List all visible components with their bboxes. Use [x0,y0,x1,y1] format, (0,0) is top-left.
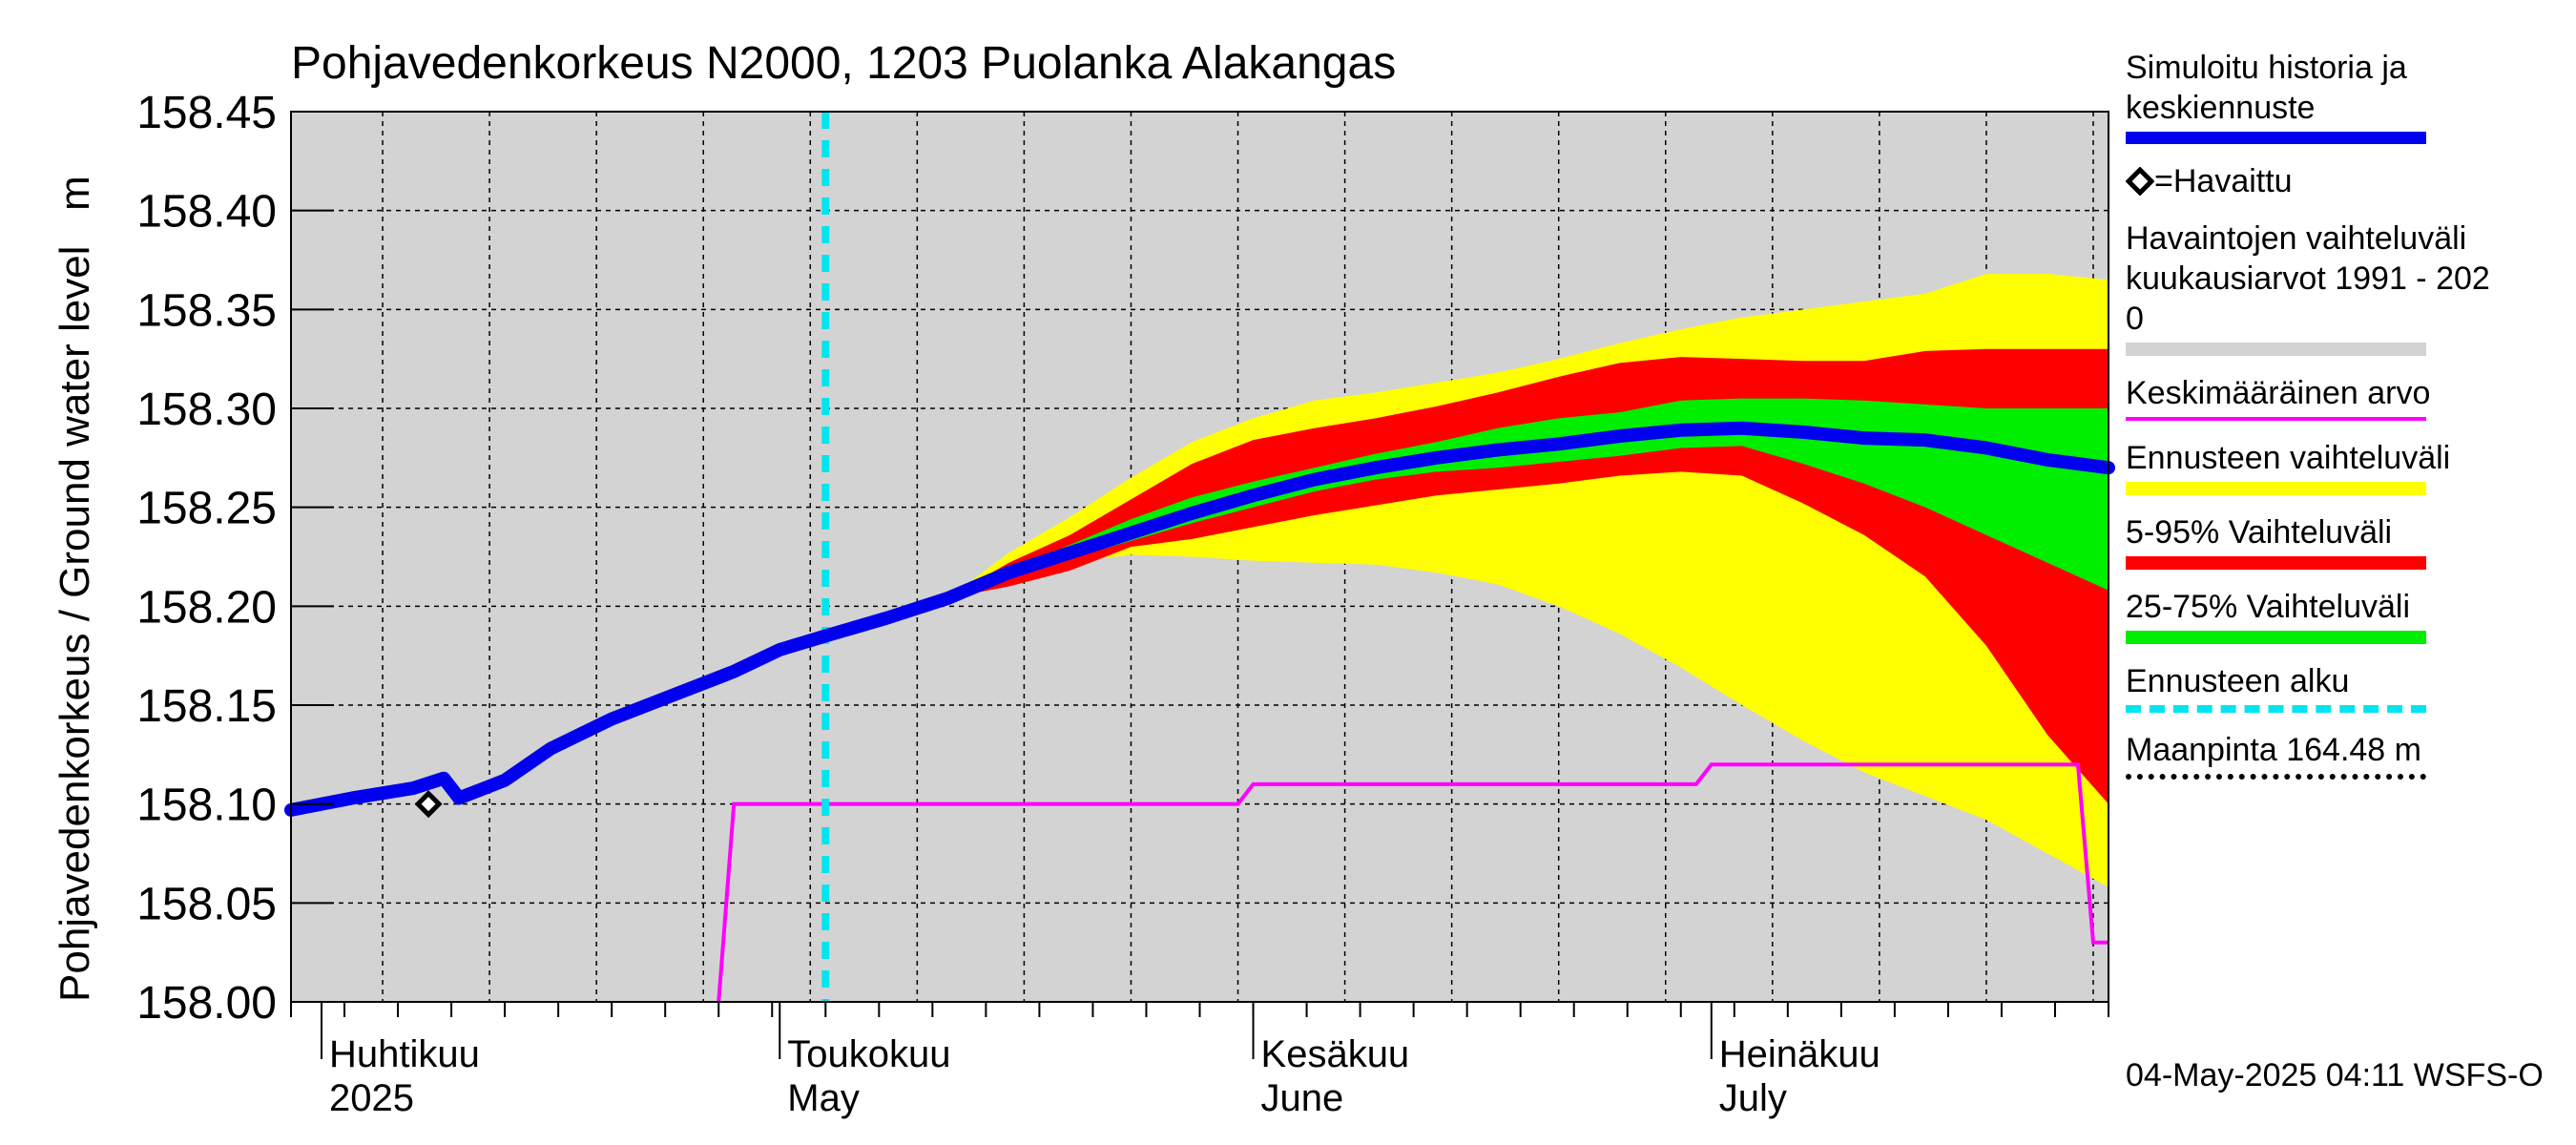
x-month-label-fi: Kesäkuu [1261,1033,1410,1075]
legend-item: Ennusteen vaihteluväli [2126,438,2565,495]
x-month-label-en: June [1261,1077,1344,1119]
y-tick-label: 158.25 [136,484,277,534]
y-tick-label: 158.45 [136,88,277,138]
y-tick-label: 158.05 [136,879,277,929]
legend-item: 25-75% Vaihteluväli [2126,587,2565,644]
legend-item: =Havaittu [2126,161,2565,201]
legend-label: Havaintojen vaihteluväli kuukausiarvot 1… [2126,220,2490,337]
legend-label: Keskimääräinen arvo [2126,375,2431,411]
legend-label: 5-95% Vaihteluväli [2126,514,2393,551]
legend-diamond [2126,167,2154,196]
y-tick-label: 158.35 [136,285,277,336]
x-month-label-en: July [1719,1077,1787,1119]
band-25-75 [1008,398,2109,591]
y-axis: 158.45 158.40 158.35 158.30 158.25 158.20 158.… [136,88,334,1029]
legend-swatch [2126,417,2426,421]
legend-label: Simuloitu historia ja keskiennuste [2126,50,2407,126]
timestamp: 04-May-2025 04:11 WSFS-O [2126,1057,2544,1093]
y-tick-label: 158.00 [136,978,277,1029]
y-axis-label: Pohjavedenkorkeus / Ground water level m [52,176,98,1002]
legend-marker-icon [2126,167,2154,196]
observed-point [414,790,443,819]
mean-value-line [717,762,2109,1003]
legend-label: Ennusteen alku [2126,663,2350,699]
y-tick-label: 158.20 [136,582,277,633]
legend-label: Maanpinta 164.48 m [2126,732,2421,768]
legend-item: Maanpinta 164.48 m [2126,730,2565,780]
simulated-mean-line [284,421,2115,817]
legend-item: Simuloitu historia ja keskiennuste [2126,48,2565,144]
chart-title: Pohjavedenkorkeus N2000, 1203 Puolanka A… [291,38,1396,89]
x-month-label-en: May [787,1077,860,1119]
y-tick-label: 158.40 [136,187,277,238]
legend-label: Ennusteen vaihteluväli [2126,440,2451,476]
legend-label: 25-75% Vaihteluväli [2126,589,2410,625]
legend-swatch [2126,343,2426,356]
y-tick-label: 158.30 [136,385,277,435]
legend-swatch [2126,132,2426,144]
x-month-label-en: 2025 [329,1077,414,1119]
legend-item: Ennusteen alku [2126,661,2565,713]
legend-swatch [2126,705,2426,713]
legend-label: =Havaittu [2154,163,2293,199]
y-tick-label: 158.10 [136,781,277,831]
legend-item: 5-95% Vaihteluväli [2126,512,2565,570]
x-month-label-fi: Huhtikuu [329,1033,480,1075]
legend-item: Havaintojen vaihteluväli kuukausiarvot 1… [2126,219,2565,356]
legend-swatch [2126,774,2426,780]
x-month-label-fi: Heinäkuu [1719,1033,1880,1075]
legend-swatch [2126,482,2426,495]
legend-item: Keskimääräinen arvo [2126,373,2565,421]
x-month-label-fi: Toukokuu [787,1033,950,1075]
legend: Simuloitu historia ja keskiennuste =Havai… [2126,48,2565,797]
observed-points [414,790,443,819]
y-tick-label: 158.15 [136,681,277,732]
legend-swatch [2126,556,2426,570]
legend-swatch [2126,631,2426,644]
